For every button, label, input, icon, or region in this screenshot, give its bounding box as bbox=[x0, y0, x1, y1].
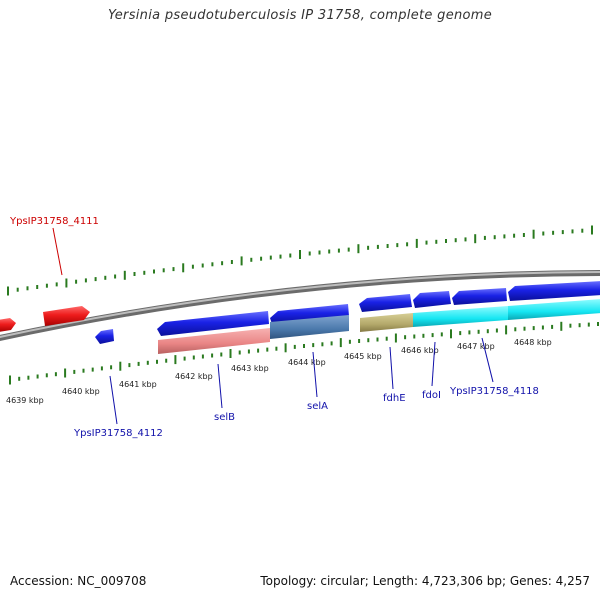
scale-label: 4647 kbp bbox=[457, 342, 495, 351]
gene-label-selb[interactable]: selB bbox=[214, 412, 235, 423]
gene-arrow-fdhe[interactable] bbox=[359, 294, 412, 312]
leader-line-ypsip-4112 bbox=[109, 375, 118, 425]
topology-text: Topology: circular; Length: 4,723,306 bp… bbox=[260, 574, 590, 588]
leader-line-sela bbox=[312, 351, 318, 398]
scale-label: 4642 kbp bbox=[175, 372, 213, 381]
scale-label: 4644 kbp bbox=[288, 358, 326, 367]
leader-line-selb bbox=[217, 363, 223, 409]
scale-label: 4640 kbp bbox=[62, 387, 100, 396]
scale-labels: 4639 kbp 4640 kbp 4641 kbp 4642 kbp 4643… bbox=[6, 338, 552, 405]
scale-label: 4639 kbp bbox=[6, 396, 44, 405]
gene-label-sela[interactable]: selA bbox=[307, 401, 328, 412]
scale-label: 4645 kbp bbox=[344, 352, 382, 361]
gene-arrow-reverse-next[interactable] bbox=[508, 281, 600, 301]
leader-line-ypsip-4118 bbox=[481, 337, 494, 383]
gene-arrow-selb[interactable] bbox=[157, 311, 269, 336]
lower-tick-track bbox=[9, 321, 599, 385]
scale-label: 4648 kbp bbox=[514, 338, 552, 347]
upper-tick-track bbox=[7, 225, 593, 296]
accession-text: Accession: NC_009708 bbox=[10, 574, 147, 588]
scale-label: 4641 kbp bbox=[119, 380, 157, 389]
feature-band-fdhe bbox=[360, 313, 413, 332]
gene-label-ypsip-4118[interactable]: YpsIP31758_4118 bbox=[449, 386, 539, 397]
leader-line-ypsip-4111 bbox=[52, 227, 63, 276]
gene-arrow-ypsip-4118[interactable] bbox=[452, 288, 507, 305]
genome-backbone bbox=[0, 270, 600, 342]
leader-line-fdhe bbox=[389, 346, 394, 390]
genome-backbone-highlight bbox=[0, 271, 600, 338]
leader-line-fdoi bbox=[431, 341, 436, 387]
map-title: Yersinia pseudotuberculosis IP 31758, co… bbox=[107, 8, 493, 23]
gene-arrow-sela[interactable] bbox=[270, 304, 349, 324]
gene-label-ypsip-4112[interactable]: YpsIP31758_4112 bbox=[73, 428, 163, 439]
scale-label: 4643 kbp bbox=[231, 364, 269, 373]
gene-arrow-fdoi[interactable] bbox=[413, 291, 451, 308]
gene-label-fdhe[interactable]: fdhE bbox=[383, 393, 406, 404]
gene-arrow-ypsip-4112[interactable] bbox=[95, 329, 114, 344]
gene-label-fdoi[interactable]: fdoI bbox=[422, 390, 441, 401]
gene-arrow-ypsip-4111[interactable] bbox=[43, 306, 90, 326]
scale-label: 4646 kbp bbox=[401, 346, 439, 355]
feature-band-sela bbox=[270, 315, 349, 339]
gene-arrow-forward[interactable] bbox=[0, 318, 16, 332]
feature-band-ypsip-4118 bbox=[508, 299, 600, 320]
feature-band-fdoi bbox=[413, 306, 508, 327]
gene-label-ypsip-4111[interactable]: YpsIP31758_4111 bbox=[9, 216, 99, 227]
feature-band-selb bbox=[158, 328, 270, 354]
